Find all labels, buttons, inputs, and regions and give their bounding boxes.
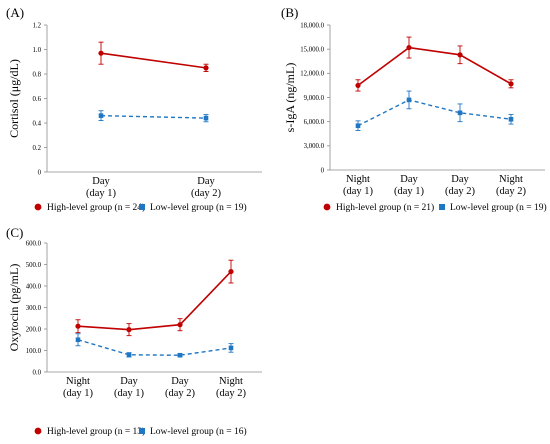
x-tick-label-line: (day 1) bbox=[343, 186, 374, 197]
x-tick-label: Day (day 1) bbox=[394, 174, 425, 197]
data-point bbox=[203, 65, 209, 71]
chart-panel: (C) 0.0 100.0 200.0 300.0 400.0 500.0 600.0 Oxyt… bbox=[6, 225, 262, 437]
y-tick-label: 15,000.0 bbox=[300, 47, 324, 54]
x-tick-label: Day (day 1) bbox=[86, 176, 117, 199]
data-point bbox=[508, 81, 514, 87]
data-point bbox=[228, 268, 234, 275]
y-tick-label: 0.6 bbox=[33, 96, 42, 103]
y-tick-label: 100.0 bbox=[26, 348, 42, 355]
y-tick-label: 9,000.0 bbox=[304, 95, 325, 102]
series-line bbox=[357, 46, 512, 87]
data-point bbox=[355, 123, 361, 128]
y-tick-label: 0.0 bbox=[33, 369, 42, 376]
data-point bbox=[177, 322, 183, 328]
y-tick-label: 300.0 bbox=[26, 305, 42, 312]
y-tick-label: 3,000.0 bbox=[304, 143, 325, 150]
x-tick-label: Day (day 1) bbox=[114, 376, 145, 399]
data-point bbox=[228, 345, 234, 351]
data-point bbox=[508, 116, 514, 122]
panel-label: (B) bbox=[281, 5, 298, 20]
chart-panel: (B) 0 3,000.0 6,000.0 9,000.0 12,000.0 15,000.… bbox=[281, 5, 547, 213]
data-point bbox=[406, 44, 412, 51]
series-line bbox=[100, 52, 207, 69]
y-tick-label: 1.0 bbox=[33, 47, 42, 54]
x-tick-label-line: (day 2) bbox=[191, 188, 222, 199]
series-line bbox=[357, 99, 512, 127]
y-tick-label: 400.0 bbox=[26, 283, 42, 290]
y-tick-label: 0.8 bbox=[33, 71, 42, 78]
x-tick-label-line: (day 2) bbox=[216, 388, 247, 399]
data-point bbox=[177, 352, 183, 358]
legend-marker bbox=[139, 428, 145, 434]
legend-label: Low-level group (n = 16) bbox=[150, 426, 247, 437]
x-tick-label-line: (day 1) bbox=[63, 388, 94, 399]
x-tick-label-line: (day 2) bbox=[496, 186, 527, 197]
data-point bbox=[75, 337, 81, 343]
x-tick-label-line: Day bbox=[451, 174, 469, 185]
y-tick-label: 1.2 bbox=[33, 22, 42, 29]
legend-label: High-level group (n = 21) bbox=[336, 202, 434, 213]
panel-label: (C) bbox=[6, 225, 23, 240]
y-tick-label: 12,000.0 bbox=[300, 71, 324, 78]
y-axis-title: s-IgA (ng/mL) bbox=[283, 63, 297, 133]
x-tick-label-line: Night bbox=[499, 174, 523, 185]
y-axis-title: Cortisol (μg/dL) bbox=[7, 59, 21, 138]
x-tick-label: Night (day 2) bbox=[496, 174, 527, 197]
x-tick-label-line: (day 1) bbox=[86, 188, 117, 199]
x-tick-label-line: Day bbox=[171, 376, 189, 387]
data-point bbox=[98, 50, 104, 56]
x-tick-label: Day (day 2) bbox=[165, 376, 196, 399]
data-point bbox=[126, 352, 132, 358]
legend-marker bbox=[323, 203, 331, 211]
y-tick-label: 0 bbox=[321, 167, 325, 174]
x-tick-label-line: Night bbox=[219, 376, 243, 387]
legend-marker bbox=[139, 204, 145, 210]
data-point bbox=[406, 97, 412, 103]
chart-panel: (A) 0 0.2 0.4 0.6 0.8 1.0 1.2 Cortisol (μg/dL) Da… bbox=[6, 5, 262, 213]
y-axis-title: Oxytocin (pg/mL) bbox=[7, 264, 21, 352]
x-tick-label: Night (day 1) bbox=[63, 376, 94, 399]
data-point bbox=[203, 115, 209, 121]
series-line bbox=[77, 339, 232, 356]
x-tick-label: Day (day 2) bbox=[445, 174, 476, 197]
data-point bbox=[126, 327, 132, 333]
x-tick-label: Day (day 2) bbox=[191, 176, 222, 199]
y-tick-label: 0 bbox=[38, 169, 42, 176]
data-point bbox=[75, 323, 81, 329]
x-tick-label-line: Night bbox=[66, 376, 90, 387]
y-tick-label: 600.0 bbox=[26, 240, 42, 247]
series-line bbox=[100, 114, 207, 119]
y-tick-label: 500.0 bbox=[26, 262, 42, 269]
data-point bbox=[457, 52, 463, 58]
panel-label: (A) bbox=[6, 5, 24, 20]
x-tick-label: Night (day 1) bbox=[343, 174, 374, 197]
x-tick-label-line: (day 1) bbox=[394, 186, 425, 197]
data-point bbox=[98, 113, 104, 118]
y-tick-label: 200.0 bbox=[26, 326, 42, 333]
data-point bbox=[457, 110, 463, 116]
series-line bbox=[77, 271, 232, 331]
x-tick-label-line: Night bbox=[346, 174, 370, 185]
y-tick-label: 6,000.0 bbox=[304, 119, 325, 126]
x-tick-label-line: Day bbox=[197, 176, 215, 187]
x-tick-label-line: (day 2) bbox=[445, 186, 476, 197]
y-tick-label: 18,000.0 bbox=[300, 22, 324, 29]
x-tick-label-line: Day bbox=[92, 176, 110, 187]
legend-label: High-level group (n = 13) bbox=[47, 426, 145, 437]
x-tick-label-line: Day bbox=[120, 376, 138, 387]
x-tick-label-line: (day 1) bbox=[114, 388, 145, 399]
legend-label: Low-level group (n = 19) bbox=[450, 202, 547, 213]
x-tick-label-line: Day bbox=[400, 174, 418, 185]
y-tick-label: 0.4 bbox=[33, 120, 42, 127]
legend-label: Low-level group (n = 19) bbox=[150, 202, 247, 213]
legend-marker bbox=[34, 203, 42, 211]
data-point bbox=[355, 82, 361, 89]
legend-label: High-level group (n = 24) bbox=[47, 202, 145, 213]
y-tick-label: 0.2 bbox=[33, 145, 42, 152]
legend-marker bbox=[439, 204, 445, 210]
x-tick-label-line: (day 2) bbox=[165, 388, 196, 399]
x-tick-label: Night (day 2) bbox=[216, 376, 247, 399]
legend-marker bbox=[34, 427, 42, 435]
